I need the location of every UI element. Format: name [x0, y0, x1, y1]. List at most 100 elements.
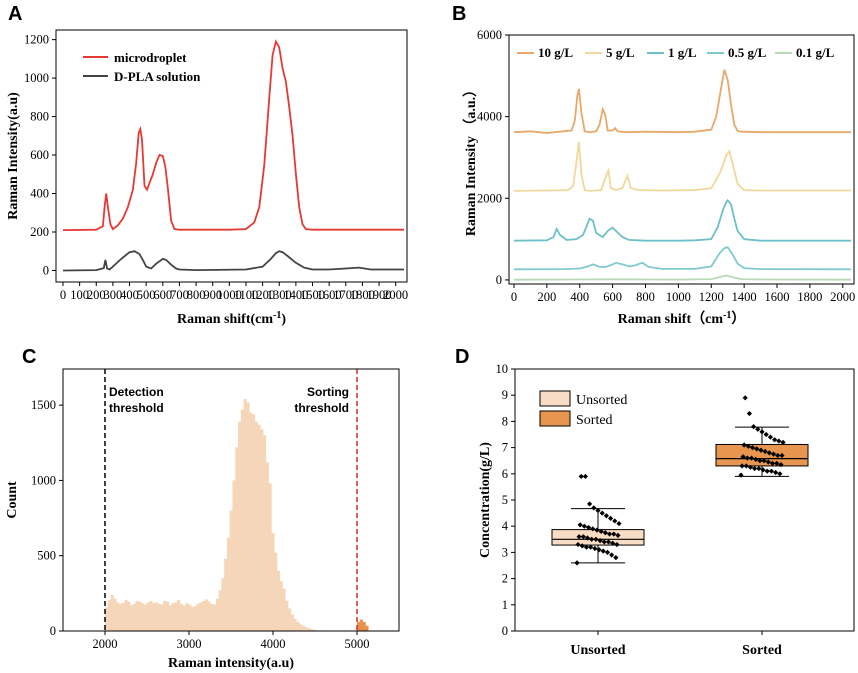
series-line: [62, 39, 404, 231]
histogram-bar: [185, 603, 189, 631]
series-line: [513, 141, 851, 192]
histogram-bar: [143, 604, 147, 631]
data-point: [746, 410, 752, 417]
data-point: [772, 437, 778, 443]
histogram-bar: [304, 627, 308, 631]
y-axis-label: Raman Intensity(a.u): [6, 92, 21, 220]
x-tick-label: 1300: [267, 288, 292, 302]
data-point: [606, 531, 613, 537]
data-point: [593, 536, 599, 542]
x-tick-label: 3000: [177, 637, 202, 651]
histogram-bar: [118, 603, 123, 631]
data-point: [774, 460, 780, 466]
y-tick-label: 1500: [31, 398, 56, 412]
data-point: [764, 468, 770, 474]
histogram-bar: [287, 608, 292, 631]
data-point: [760, 467, 766, 473]
data-point: [575, 541, 581, 548]
sorted-bar: [362, 621, 366, 631]
data-point: [592, 545, 598, 552]
data-point: [776, 438, 782, 444]
data-point: [597, 538, 603, 544]
histogram-bar: [152, 603, 156, 631]
data-point: [577, 522, 583, 528]
histogram-bar: [202, 600, 206, 631]
box: [551, 529, 645, 546]
histogram-bar: [207, 601, 211, 631]
data-point: [615, 532, 621, 538]
y-tick-label: 200: [30, 225, 49, 239]
x-tick-label: 1200: [699, 290, 724, 304]
data-point: [609, 552, 615, 558]
data-point: [766, 450, 772, 456]
y-tick-label: 2000: [477, 191, 502, 205]
x-tick-label: 200: [87, 288, 106, 302]
y-tick-label: 8: [502, 414, 508, 428]
data-point: [574, 560, 580, 566]
y-tick-label: 1200: [24, 33, 49, 47]
x-tick-label: 800: [636, 290, 655, 304]
histogram-bar: [160, 604, 164, 631]
data-point: [752, 465, 758, 472]
panel-label-a: A: [8, 3, 22, 25]
y-tick-label: 600: [30, 148, 49, 162]
data-point: [590, 526, 596, 532]
data-point: [768, 468, 775, 474]
data-point: [740, 454, 746, 460]
x-tick-label: 900: [203, 288, 222, 302]
histogram-bar: [260, 429, 264, 631]
x-tick-label: 700: [170, 288, 189, 302]
histogram-bar: [240, 409, 244, 631]
sorted-bar: [357, 621, 361, 631]
histogram-bar: [285, 600, 289, 631]
y-tick-label: 3: [502, 545, 508, 559]
histogram-bar: [188, 604, 192, 631]
data-point: [602, 530, 608, 536]
histogram-bar: [204, 599, 208, 631]
histogram-bar: [235, 447, 239, 631]
data-point: [763, 431, 769, 438]
data-point: [580, 534, 586, 540]
data-point: [611, 531, 617, 537]
x-tick-label: 1800: [797, 290, 822, 304]
histogram-bar: [232, 480, 236, 631]
x-tick-label: 0: [60, 288, 66, 302]
x-tick-label: 1600: [317, 288, 342, 302]
histogram-bar: [190, 606, 195, 631]
histogram-bar: [168, 605, 172, 631]
histogram-bar: [249, 412, 253, 631]
x-tick-label: 1100: [234, 288, 259, 302]
histogram-bar: [196, 603, 200, 631]
data-point: [775, 452, 781, 459]
data-point: [583, 544, 590, 550]
histogram-bar: [213, 604, 217, 631]
series-line: [513, 246, 852, 271]
x-tick-label: Sorted: [742, 643, 782, 658]
threshold-label: threshold: [294, 401, 349, 415]
sorted-bar: [359, 619, 363, 631]
data-point: [761, 458, 767, 464]
legend-label: 1 g/L: [668, 45, 697, 60]
x-tick-label: 600: [603, 290, 622, 304]
x-axis-label: Raman shift(cm-1): [177, 310, 286, 327]
x-tick-label: 1000: [217, 288, 242, 302]
y-tick-label: 7: [502, 441, 508, 455]
data-point: [778, 462, 784, 468]
y-tick-label: 4000: [477, 110, 502, 124]
panel-label-d: D: [455, 346, 469, 368]
y-tick-label: 4: [502, 519, 509, 533]
y-tick-label: 0: [502, 624, 508, 638]
y-tick-label: 6: [502, 467, 508, 481]
data-point: [756, 465, 762, 472]
panel-label-c: C: [22, 346, 36, 368]
data-point: [762, 448, 768, 455]
histogram-bar: [226, 537, 231, 631]
panel-b-chart: 0 200 400 600 800 1000 1200 1400 1600 1800 2000 0 20…: [463, 28, 855, 327]
histogram-bar: [282, 588, 286, 631]
data-point: [576, 534, 582, 540]
histogram-bar: [276, 570, 281, 631]
x-tick-label: 1700: [333, 288, 358, 302]
histogram-bar: [279, 581, 283, 631]
y-tick-label: 5: [502, 493, 508, 507]
y-tick-label: 0: [50, 624, 56, 638]
